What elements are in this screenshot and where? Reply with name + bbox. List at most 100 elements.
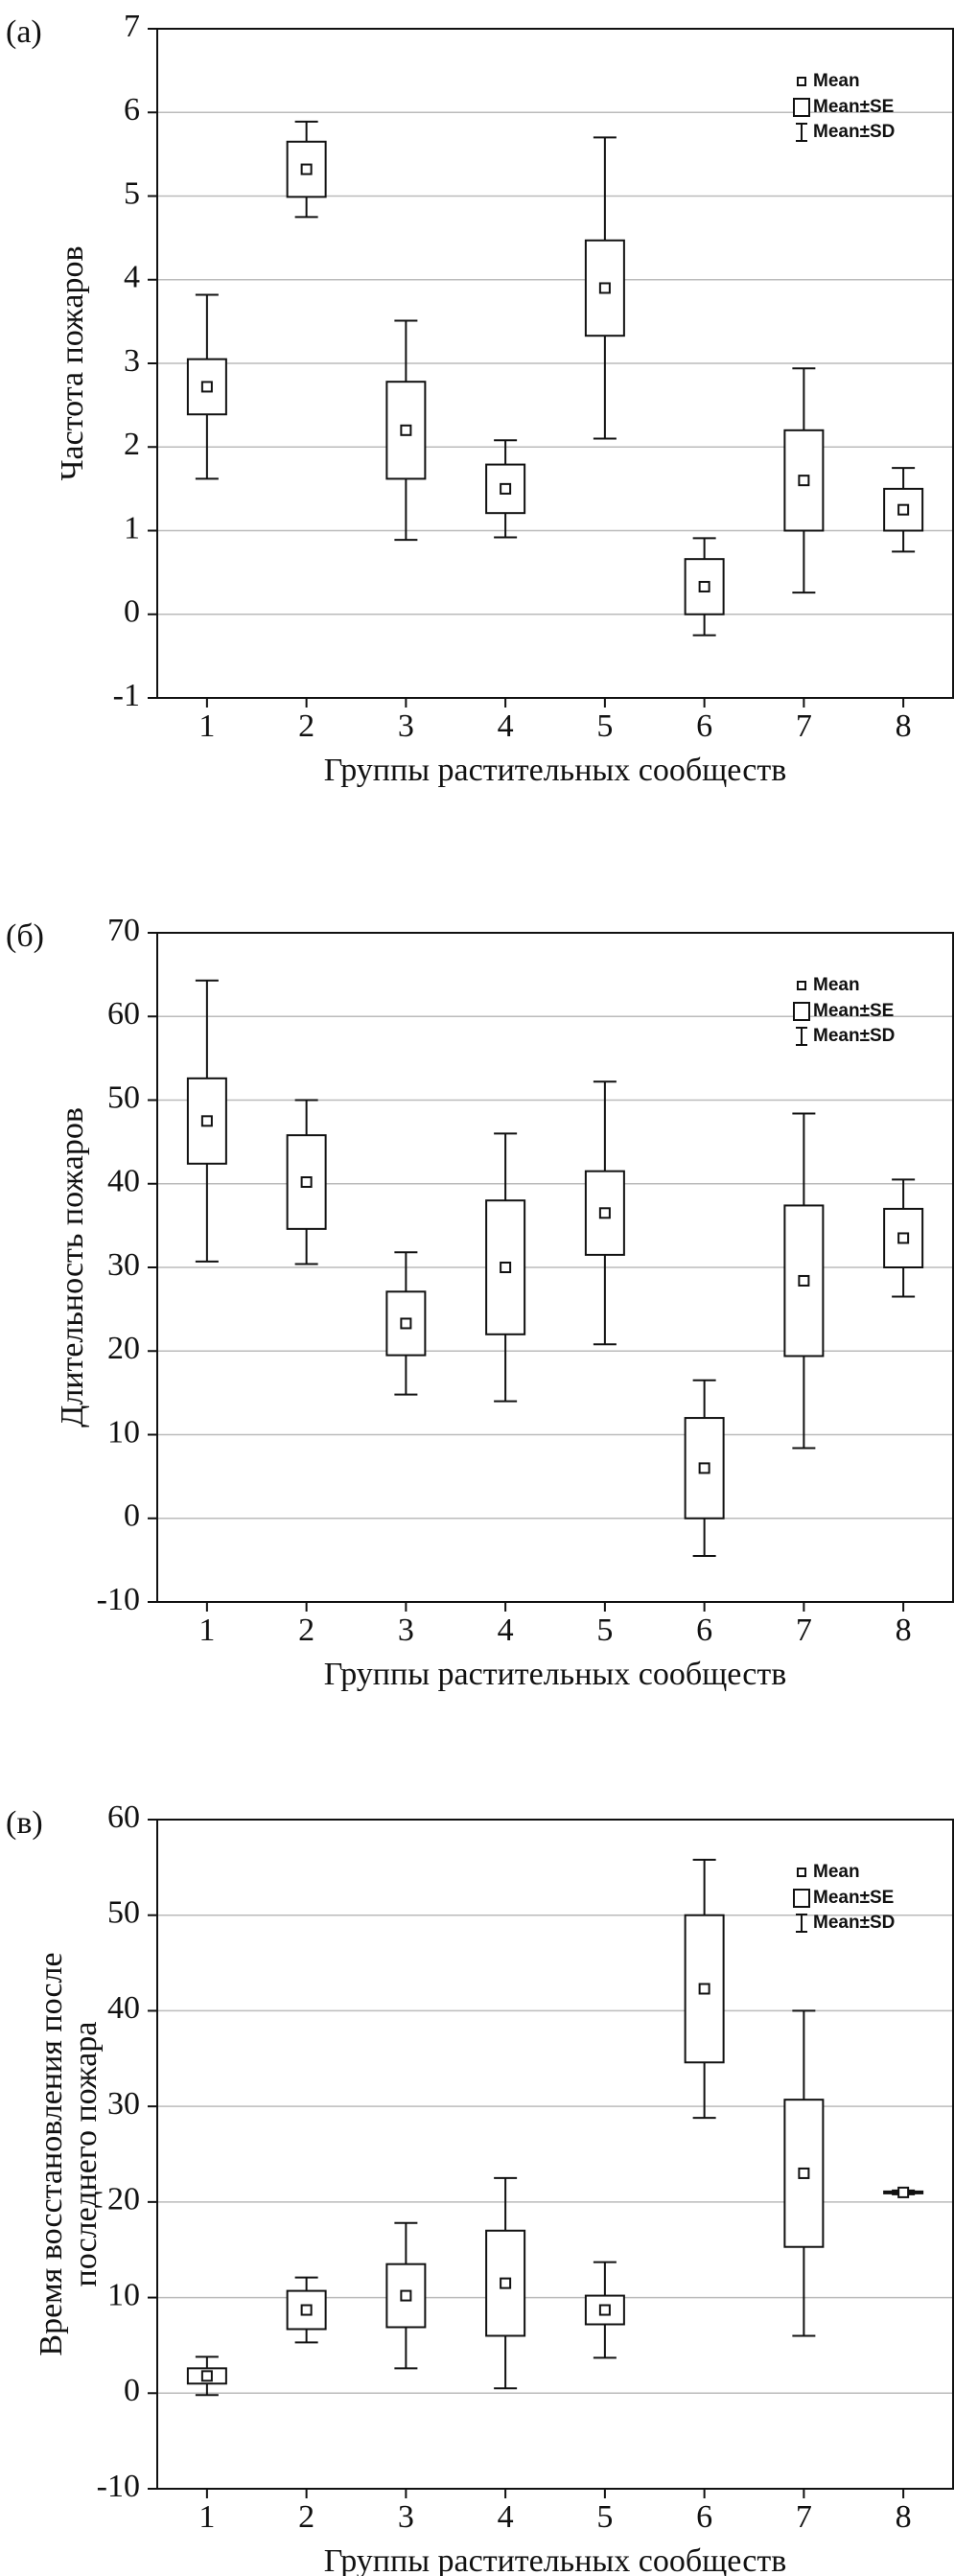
mean-marker (598, 282, 611, 294)
y-tick-label: 30 (107, 2086, 140, 2122)
x-axis-label: Группы растительных сообществ (324, 1657, 787, 1692)
mean-marker (400, 1317, 412, 1330)
y-tick-label: 0 (124, 594, 140, 630)
leg: Mean (813, 975, 860, 995)
y-tick-label: 70 (107, 913, 140, 948)
mean-marker (897, 1232, 910, 1244)
mean-marker (300, 163, 313, 175)
y-tick-label: 7 (124, 9, 140, 44)
legend-mean-icon (797, 1868, 806, 1877)
x-tick-label: 3 (398, 1613, 414, 1648)
mean-marker (598, 2304, 611, 2316)
mean-marker (500, 482, 512, 495)
y-tick-label: 20 (107, 2182, 140, 2217)
legend-sd-icon (796, 1914, 807, 1933)
mean-marker (897, 503, 910, 516)
y-tick-label: 0 (124, 2373, 140, 2408)
y-tick-label: 40 (107, 1164, 140, 1199)
x-tick-label: 8 (896, 2499, 912, 2535)
y-tick-label: -10 (97, 2469, 140, 2504)
legend-sd-icon (796, 1027, 807, 1046)
y-tick-label: -1 (113, 678, 140, 713)
mean-marker (798, 1274, 810, 1287)
mean-marker (698, 1983, 710, 1995)
mean-marker (897, 2186, 910, 2198)
mean-marker (200, 381, 213, 393)
leg: Mean±SE (813, 1001, 894, 1021)
plot-frame (156, 28, 954, 699)
x-tick-label: 3 (398, 2499, 414, 2535)
x-tick-label: 1 (198, 1613, 215, 1648)
x-tick-label: 7 (796, 2499, 812, 2535)
y-tick-label: 60 (107, 996, 140, 1032)
x-tick-label: 7 (796, 708, 812, 744)
y-axis-label: Время восстановления после (34, 1952, 69, 2356)
legend-se-icon (793, 1002, 810, 1021)
plot-frame (156, 1819, 954, 2490)
x-tick-label: 1 (198, 2499, 215, 2535)
leg: Mean±SD (813, 122, 895, 142)
y-tick-label: 30 (107, 1247, 140, 1283)
y-tick-label: 0 (124, 1498, 140, 1534)
panel-label: (б) (6, 918, 44, 954)
mean-marker (200, 2370, 213, 2382)
y-tick-label: 3 (124, 343, 140, 379)
x-tick-label: 6 (696, 708, 712, 744)
mean-marker (400, 424, 412, 436)
mean-marker (300, 1176, 313, 1189)
leg: Mean±SD (813, 1913, 895, 1933)
mean-marker (798, 475, 810, 487)
y-axis-label: Частота пожаров (55, 245, 90, 480)
y-tick-label: 6 (124, 92, 140, 128)
y-axis-label: последнего пожара (68, 2022, 104, 2287)
y-tick-label: 4 (124, 260, 140, 295)
mean-marker (300, 2304, 313, 2316)
y-tick-label: -10 (97, 1582, 140, 1617)
leg: Mean±SE (813, 97, 894, 117)
y-tick-label: 10 (107, 2277, 140, 2312)
mean-marker (200, 1115, 213, 1127)
legend-mean-icon (797, 77, 806, 86)
x-tick-label: 2 (298, 2499, 314, 2535)
x-tick-label: 8 (896, 1613, 912, 1648)
y-axis-label: Длительность пожаров (55, 1107, 90, 1427)
mean-marker (598, 1207, 611, 1219)
y-tick-label: 50 (107, 1895, 140, 1931)
x-tick-label: 5 (596, 1613, 613, 1648)
mean-marker (400, 2289, 412, 2302)
legend-sd-icon (796, 123, 807, 142)
y-tick-label: 10 (107, 1414, 140, 1450)
x-tick-label: 4 (498, 1613, 514, 1648)
x-axis-label: Группы растительных сообществ (324, 2543, 787, 2576)
y-tick-label: 60 (107, 1799, 140, 1835)
x-tick-label: 1 (198, 708, 215, 744)
y-tick-label: 20 (107, 1331, 140, 1366)
mean-marker (698, 580, 710, 592)
x-tick-label: 4 (498, 2499, 514, 2535)
y-tick-label: 50 (107, 1079, 140, 1115)
x-tick-label: 4 (498, 708, 514, 744)
x-tick-label: 6 (696, 1613, 712, 1648)
leg: Mean (813, 71, 860, 91)
x-tick-label: 8 (896, 708, 912, 744)
y-tick-label: 40 (107, 1990, 140, 2026)
mean-marker (698, 1462, 710, 1474)
y-tick-label: 1 (124, 510, 140, 545)
x-tick-label: 6 (696, 2499, 712, 2535)
y-tick-label: 2 (124, 427, 140, 462)
legend-mean-icon (797, 981, 806, 990)
x-axis-label: Группы растительных сообществ (324, 753, 787, 788)
panel-label: (а) (6, 14, 42, 50)
mean-marker (500, 1262, 512, 1273)
y-tick-label: 5 (124, 175, 140, 211)
panel-label: (в) (6, 1805, 43, 1841)
leg: Mean±SD (813, 1026, 895, 1046)
x-tick-label: 2 (298, 1613, 314, 1648)
mean-marker (500, 2277, 512, 2289)
leg: Mean±SE (813, 1888, 894, 1908)
x-tick-label: 2 (298, 708, 314, 744)
legend-se-icon (793, 1889, 810, 1908)
legend-se-icon (793, 98, 810, 117)
x-tick-label: 5 (596, 2499, 613, 2535)
